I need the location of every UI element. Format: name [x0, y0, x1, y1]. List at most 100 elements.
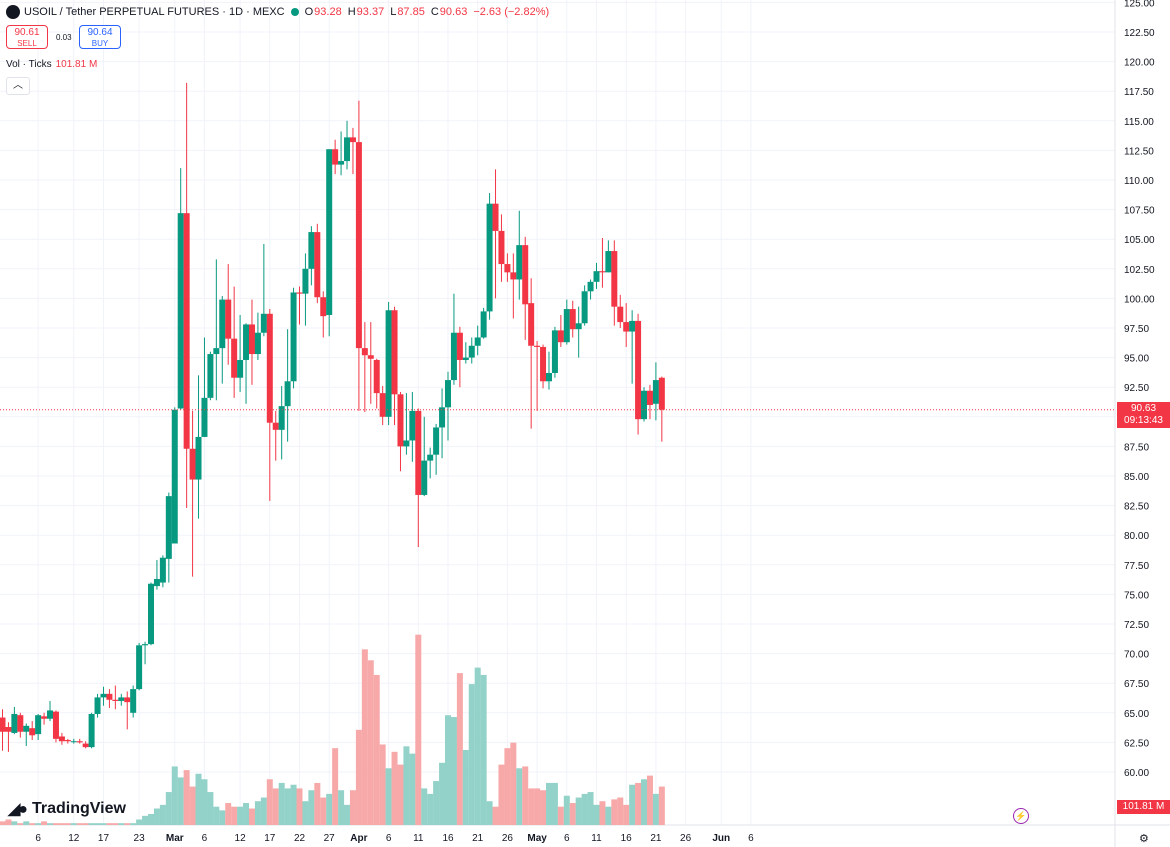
- volume-bar: [207, 792, 214, 825]
- candle-body: [308, 232, 315, 269]
- volume-legend[interactable]: Vol · Ticks 101.81 M: [6, 59, 97, 70]
- price-tick-label: 67.50: [1124, 679, 1149, 690]
- candle-body: [397, 394, 404, 447]
- tradingview-mark-icon: ◢●: [8, 801, 28, 818]
- candle-body: [545, 372, 552, 382]
- price-tick-label: 77.50: [1124, 561, 1149, 572]
- candle-body: [243, 324, 250, 360]
- volume-bar: [142, 815, 149, 825]
- candle-body: [415, 410, 422, 495]
- candle-body: [373, 359, 380, 394]
- candle-body: [557, 330, 564, 343]
- volume-bar: [445, 715, 451, 825]
- candle-body: [272, 422, 279, 430]
- volume-bar: [540, 790, 547, 825]
- volume-bar: [100, 823, 107, 825]
- candle-body: [587, 281, 594, 292]
- candle-body: [219, 299, 226, 349]
- candle-body: [41, 716, 48, 719]
- volume-bar: [248, 808, 255, 825]
- volume-bar: [118, 823, 125, 825]
- candle-body: [599, 271, 606, 273]
- volume-bar: [528, 788, 535, 825]
- volume-bar: [47, 823, 54, 825]
- close-value: 90.63: [439, 6, 468, 18]
- candle-body: [213, 348, 220, 355]
- time-tick-label: Apr: [350, 833, 367, 844]
- low-value: 87.85: [397, 6, 425, 18]
- candle-body: [142, 644, 149, 646]
- time-tick-label: Mar: [166, 833, 184, 844]
- volume-bar: [652, 793, 659, 825]
- lightning-icon[interactable]: ⚡: [1013, 808, 1029, 824]
- volume-bar: [201, 779, 208, 825]
- candle-body: [367, 355, 374, 359]
- price-axis[interactable]: 60.00 62.50 65.00 67.50 70.00 72.50 75.00 77.50…: [1124, 0, 1155, 779]
- tradingview-logo[interactable]: ◢● TradingView: [8, 799, 126, 819]
- candle-body: [231, 338, 238, 378]
- gear-icon[interactable]: ⚙: [1139, 833, 1149, 845]
- volume-bar: [367, 660, 374, 825]
- candle-body: [296, 292, 303, 294]
- volume-bar: [320, 797, 327, 825]
- volume-bar: [462, 749, 469, 825]
- candle-body: [379, 393, 386, 417]
- symbol-title[interactable]: USOIL / Tether PERPETUAL FUTURES · 1D · …: [24, 6, 285, 18]
- volume-bar: [611, 799, 618, 825]
- time-axis[interactable]: 6 12 17 23 Mar 6 12 17 22 27 Apr 6 11 16 21 26 May 6 11 16 2…: [35, 833, 754, 844]
- candle-body: [646, 390, 653, 405]
- time-tick-label: 6: [202, 833, 208, 844]
- volume-bar: [189, 786, 196, 825]
- volume-bar: [486, 801, 493, 825]
- candle-body: [635, 320, 642, 420]
- sell-button[interactable]: 90.61 SELL: [6, 25, 48, 49]
- candle-body: [195, 436, 202, 480]
- volume-bar: [617, 797, 624, 825]
- time-tick-label: 6: [564, 833, 570, 844]
- candle-body: [480, 311, 487, 338]
- volume-bar: [349, 790, 356, 825]
- volume-bar: [153, 808, 160, 825]
- volume-bar: [409, 753, 416, 825]
- time-tick-label: 21: [650, 833, 662, 844]
- tradingview-wordmark: TradingView: [31, 800, 126, 817]
- buy-button[interactable]: 90.64 BUY: [79, 25, 121, 49]
- time-tick-label: 12: [68, 833, 80, 844]
- candle-body: [207, 354, 214, 398]
- candle-body: [225, 299, 232, 339]
- candle-body: [248, 324, 255, 355]
- volume-bar: [326, 793, 333, 825]
- candle-body: [100, 693, 107, 698]
- candle-body: [605, 251, 612, 273]
- volume-bar: [231, 806, 238, 825]
- candle-body: [332, 149, 339, 165]
- volume-bar: [284, 788, 291, 825]
- candle-body: [445, 380, 451, 408]
- volume-bar: [433, 781, 440, 825]
- bar-countdown: 09:13:43: [1124, 415, 1163, 426]
- price-tick-label: 115.00: [1124, 117, 1154, 128]
- volume-bar: [373, 674, 380, 825]
- collapse-legend-chevron-up-icon[interactable]: ︿: [6, 77, 30, 95]
- volume-bar: [415, 634, 422, 825]
- candle-body: [136, 645, 143, 690]
- volume-bar: [474, 667, 481, 825]
- price-tick-label: 95.00: [1124, 354, 1149, 365]
- volume-bar: [421, 788, 428, 825]
- price-tick-label: 87.50: [1124, 442, 1149, 453]
- volume-bar: [427, 793, 434, 825]
- candle-body: [326, 149, 333, 315]
- price-tick-label: 62.50: [1124, 738, 1149, 749]
- volume-bar: [183, 770, 190, 825]
- change-value: −2.63 (−2.82%): [473, 6, 550, 18]
- candle-body: [439, 407, 446, 428]
- volume-bar: [623, 804, 630, 825]
- candle-body: [540, 346, 547, 382]
- volume-bar: [165, 792, 172, 825]
- candle-body: [361, 348, 368, 356]
- candle-body: [456, 332, 463, 360]
- volume-bar: [516, 768, 523, 825]
- spread-value: 0.03: [56, 33, 72, 42]
- candle-body: [124, 697, 131, 703]
